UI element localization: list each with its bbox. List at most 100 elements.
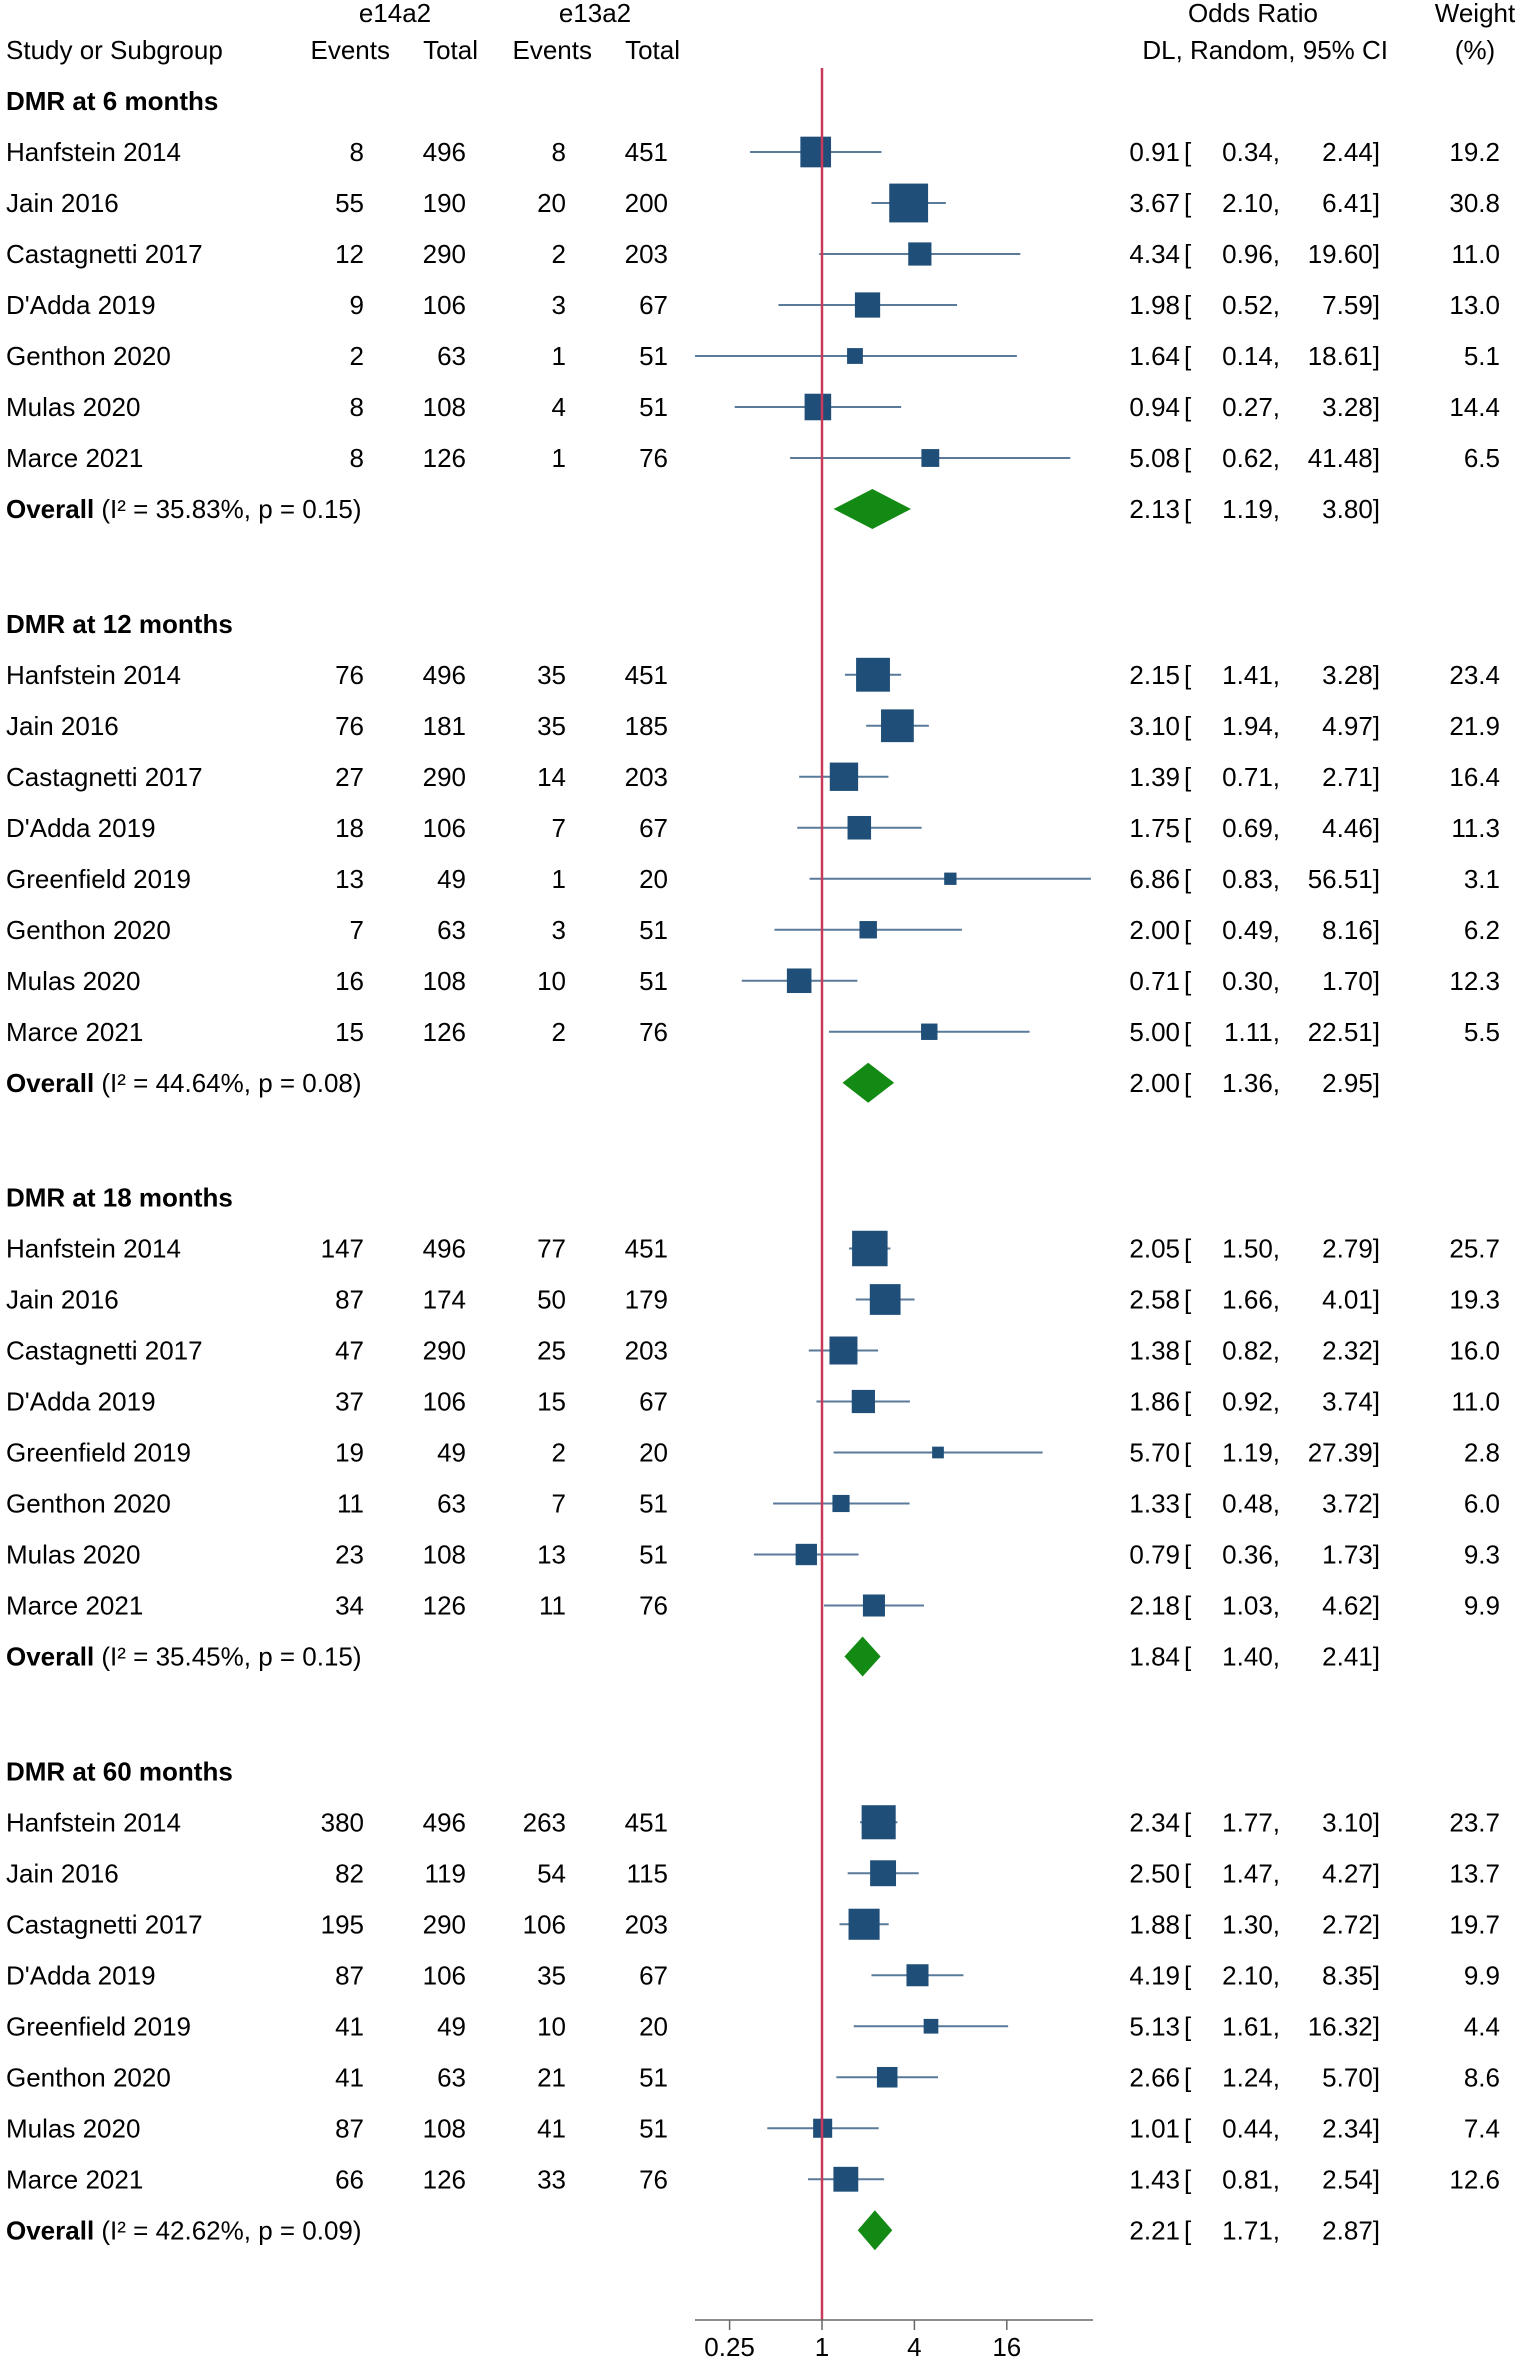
odds-ratio-value: 2.34 [1129, 1807, 1180, 1837]
events1-header: Events [311, 35, 391, 65]
effect-square [856, 657, 890, 692]
effect-header: Odds Ratio [1188, 0, 1318, 28]
ci-upper-value: 3.74] [1322, 1387, 1380, 1417]
events-e13a2: 10 [537, 2011, 566, 2041]
events-e13a2: 50 [537, 1285, 566, 1315]
ci-upper-value: 22.51] [1308, 1017, 1380, 1047]
events-e14a2: 195 [321, 1909, 364, 1939]
overall-ci-upper: 2.95] [1322, 1068, 1380, 1098]
ci-lower-value: 1.66, [1222, 1285, 1280, 1315]
odds-ratio-value: 0.94 [1129, 392, 1180, 422]
total-e14a2: 290 [423, 1909, 466, 1939]
ci-bracket: [ [1184, 1540, 1192, 1570]
ci-lower-value: 0.83, [1222, 864, 1280, 894]
ci-bracket: [ [1184, 1285, 1192, 1315]
total-e13a2: 451 [625, 137, 668, 167]
study-header: Study or Subgroup [6, 35, 223, 65]
study-name: Jain 2016 [6, 1285, 119, 1315]
odds-ratio-value: 5.00 [1129, 1017, 1180, 1047]
weight-value: 6.2 [1464, 915, 1500, 945]
ci-bracket: [ [1184, 915, 1192, 945]
ci-bracket: [ [1184, 1642, 1192, 1672]
ci-lower-value: 0.62, [1222, 443, 1280, 473]
ci-lower-value: 0.49, [1222, 915, 1280, 945]
group1-header: e14a2 [359, 0, 431, 28]
odds-ratio-value: 0.91 [1129, 137, 1180, 167]
overall-diamond [833, 489, 911, 529]
events-e14a2: 13 [335, 864, 364, 894]
study-name: Hanfstein 2014 [6, 1234, 181, 1264]
effect-square [848, 1908, 880, 1940]
weight-value: 3.1 [1464, 864, 1500, 894]
events-e14a2: 41 [335, 2011, 364, 2041]
study-name: Greenfield 2019 [6, 2011, 191, 2041]
total-e14a2: 106 [423, 1387, 466, 1417]
total-e13a2: 51 [639, 392, 668, 422]
ci-bracket: [ [1184, 660, 1192, 690]
overall-diamond [844, 1636, 881, 1677]
ci-lower-value: 1.30, [1222, 1909, 1280, 1939]
overall-ci-upper: 3.80] [1322, 494, 1380, 524]
ci-lower-value: 0.27, [1222, 392, 1280, 422]
ci-upper-value: 1.70] [1322, 966, 1380, 996]
odds-ratio-value: 4.34 [1129, 239, 1180, 269]
ci-upper-value: 3.72] [1322, 1489, 1380, 1519]
events-e14a2: 23 [335, 1540, 364, 1570]
effect-square [786, 968, 812, 994]
total-e14a2: 496 [423, 137, 466, 167]
events-e13a2: 35 [537, 660, 566, 690]
effect-square [833, 2166, 859, 2192]
odds-ratio-value: 2.50 [1129, 1858, 1180, 1888]
ci-lower-value: 0.30, [1222, 966, 1280, 996]
total1-header: Total [423, 35, 478, 65]
weight-value: 21.9 [1449, 711, 1500, 741]
study-name: Genthon 2020 [6, 2062, 171, 2092]
subgroup-title: DMR at 60 months [6, 1756, 233, 1786]
odds-ratio-value: 1.43 [1129, 2164, 1180, 2194]
total-e14a2: 290 [423, 762, 466, 792]
table-header: e14a2 e13a2 Odds Ratio Weight Study or S… [6, 0, 1516, 65]
effect-square [829, 762, 859, 791]
total-e13a2: 203 [625, 762, 668, 792]
events-e14a2: 9 [350, 290, 364, 320]
ci-bracket: [ [1184, 1591, 1192, 1621]
odds-ratio-value: 4.19 [1129, 1960, 1180, 1990]
study-name: Mulas 2020 [6, 392, 140, 422]
weight-value: 7.4 [1464, 2113, 1500, 2143]
heterogeneity-stat: (I² = 35.83%, p = 0.15) [94, 494, 361, 524]
total-e14a2: 126 [423, 443, 466, 473]
weight-value: 8.6 [1464, 2062, 1500, 2092]
ci-lower-value: 1.47, [1222, 1858, 1280, 1888]
weight-value: 11.3 [1451, 813, 1500, 843]
events-e14a2: 8 [350, 443, 364, 473]
overall-odds-ratio: 1.84 [1129, 1642, 1180, 1672]
study-name: Genthon 2020 [6, 915, 171, 945]
events-e14a2: 87 [335, 1960, 364, 1990]
total-e14a2: 496 [423, 1234, 466, 1264]
weight-value: 11.0 [1451, 1387, 1500, 1417]
events-e14a2: 7 [350, 915, 364, 945]
ci-bracket: [ [1184, 1336, 1192, 1366]
odds-ratio-value: 2.05 [1129, 1234, 1180, 1264]
ci-bracket: [ [1184, 341, 1192, 371]
ci-lower-value: 2.10, [1222, 1960, 1280, 1990]
study-name: D'Adda 2019 [6, 290, 156, 320]
study-name: Marce 2021 [6, 1017, 143, 1047]
events-e14a2: 16 [335, 966, 364, 996]
events-e14a2: 8 [350, 392, 364, 422]
overall-label: Overall (I² = 44.64%, p = 0.08) [6, 1068, 362, 1098]
ci-lower-value: 0.82, [1222, 1336, 1280, 1366]
odds-ratio-value: 1.88 [1129, 1909, 1180, 1939]
total-e14a2: 108 [423, 392, 466, 422]
effect-square [881, 709, 914, 743]
weight-value: 12.6 [1449, 2164, 1500, 2194]
odds-ratio-value: 2.66 [1129, 2062, 1180, 2092]
ci-bracket: [ [1184, 1807, 1192, 1837]
total-e13a2: 67 [639, 290, 668, 320]
total-e13a2: 451 [625, 1234, 668, 1264]
events-e14a2: 12 [335, 239, 364, 269]
overall-ci-lower: 1.71, [1222, 2215, 1280, 2245]
odds-ratio-value: 5.70 [1129, 1438, 1180, 1468]
ci-upper-value: 2.32] [1322, 1336, 1380, 1366]
ci-lower-value: 1.50, [1222, 1234, 1280, 1264]
